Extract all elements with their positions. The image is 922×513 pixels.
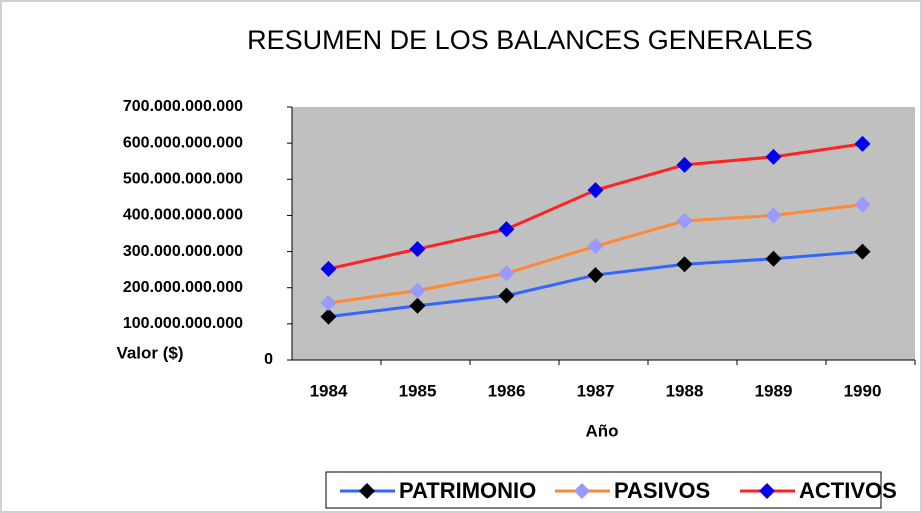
y-tick-label: 200.000.000.000 (123, 279, 243, 296)
marker (498, 221, 515, 238)
marker (587, 238, 604, 255)
x-tick-label: 1990 (844, 381, 882, 400)
x-tick-label: 1989 (755, 381, 793, 400)
y-tick-label: 400.000.000.000 (123, 207, 243, 224)
marker (676, 256, 693, 273)
marker (676, 156, 693, 173)
marker (409, 241, 426, 258)
marker (765, 207, 782, 224)
marker (409, 297, 426, 314)
legend-label: PASIVOS (614, 478, 710, 503)
marker (765, 148, 782, 165)
marker (498, 265, 515, 282)
x-tick-label: 1986 (488, 381, 526, 400)
x-axis-label: Año (585, 421, 618, 440)
legend-marker (359, 483, 375, 499)
marker (854, 243, 871, 260)
marker (320, 294, 337, 311)
marker (498, 287, 515, 304)
y-axis-label: Valor ($) (116, 343, 183, 362)
y-tick-label: 600.000.000.000 (123, 134, 243, 151)
x-tick-label: 1984 (310, 381, 348, 400)
x-tick-label: 1988 (666, 381, 704, 400)
marker (854, 135, 871, 152)
x-tick-label: 1987 (577, 381, 615, 400)
marker (409, 282, 426, 299)
marker (676, 212, 693, 229)
marker (587, 182, 604, 199)
y-tick-label: 0 (264, 351, 273, 368)
marker (854, 196, 871, 213)
legend-marker (574, 483, 590, 499)
legend-label: PATRIMONIO (399, 478, 536, 503)
y-tick-label: 500.000.000.000 (123, 171, 243, 188)
legend-marker (759, 483, 775, 499)
y-tick-label: 300.000.000.000 (123, 243, 243, 260)
marker (765, 250, 782, 267)
legend-label: ACTIVOS (799, 478, 897, 503)
marker (320, 308, 337, 325)
marker (587, 267, 604, 284)
x-tick-label: 1985 (399, 381, 437, 400)
plot-area (292, 107, 915, 360)
marker (320, 260, 337, 277)
y-tick-label: 100.000.000.000 (123, 315, 243, 332)
y-tick-label: 700.000.000.000 (123, 98, 243, 115)
chart-title: RESUMEN DE LOS BALANCES GENERALES (247, 25, 813, 55)
